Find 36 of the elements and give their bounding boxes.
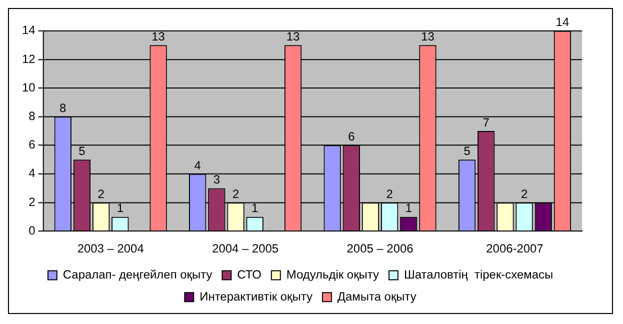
y-tick-label: 10 (22, 80, 36, 94)
legend-label: Интерактивтік оқыту (200, 289, 313, 304)
data-label: 1 (116, 201, 124, 216)
legend-label: Саралап- деңгейлеп оқыту (62, 268, 212, 282)
y-tick-label: 8 (28, 109, 36, 123)
data-label: 1 (252, 201, 259, 216)
legend-label: СТО (237, 268, 262, 282)
legend-label: Дамыта оқыту (337, 289, 416, 304)
data-label: 7 (482, 115, 490, 130)
data-label: 13 (152, 30, 166, 44)
data-label: 1 (405, 201, 412, 216)
legend-label: Шаталовтің тірек-схемасы (404, 268, 554, 282)
y-tick-label: 14 (22, 23, 36, 38)
data-label: 2 (386, 186, 394, 201)
data-label: 4 (194, 158, 202, 172)
x-tick-label: 2004 – 2005 (212, 242, 279, 256)
data-label: 2 (520, 186, 528, 201)
data-label: 13 (421, 30, 435, 44)
data-label: 6 (348, 130, 356, 144)
y-tick-label: 6 (28, 138, 36, 152)
x-tick-label: 2003 – 2004 (77, 242, 144, 256)
data-label: 3 (213, 172, 220, 187)
legend-label: Модульдік оқыту (286, 268, 380, 282)
y-tick-label: 2 (28, 194, 36, 209)
y-tick-label: 0 (28, 223, 36, 238)
data-label: 8 (60, 101, 67, 116)
data-label: 2 (98, 186, 105, 201)
data-label: 13 (286, 30, 300, 44)
data-label: 2 (232, 186, 240, 201)
data-label: 14 (556, 15, 570, 30)
y-tick-label: 12 (22, 52, 36, 66)
y-tick-label: 4 (28, 166, 36, 180)
x-tick-label: 2005 – 2006 (346, 242, 414, 256)
data-label: 5 (464, 144, 471, 158)
data-label: 5 (78, 144, 86, 158)
x-tick-label: 2006-2007 (486, 242, 544, 256)
